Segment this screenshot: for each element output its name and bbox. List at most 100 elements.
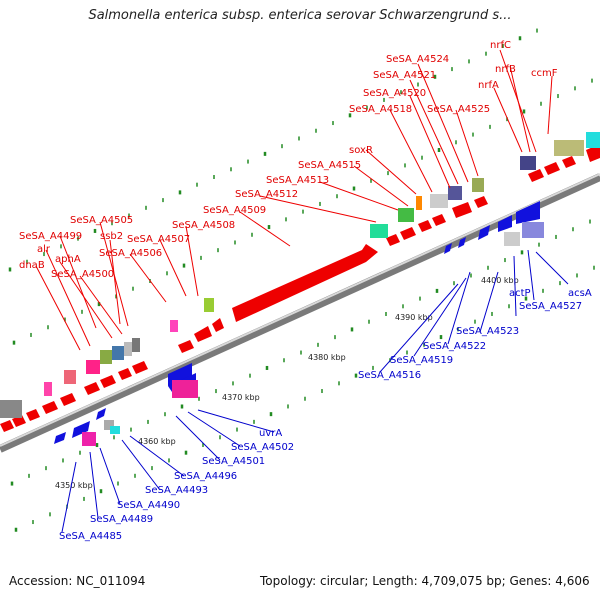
gene-arrow: [444, 243, 452, 254]
gene-arrow: [72, 421, 90, 438]
gene-arrow: [528, 169, 544, 182]
gene-label: SeSA_A4489: [90, 514, 153, 525]
gene-label: SeSA_A4501: [202, 456, 265, 467]
scale-ticks: [8, 28, 595, 532]
gene-label: SeSA_A4499: [19, 231, 82, 242]
gene-label: SeSA_A4519: [390, 355, 453, 366]
feature-box: [44, 382, 52, 396]
gene-label: SeSA_A4500: [51, 269, 114, 280]
feature-box: [370, 224, 388, 238]
feature-box: [132, 338, 140, 352]
feature-box: [82, 432, 96, 446]
gene-label: SeSA_A4496: [174, 471, 237, 482]
feature-box: [124, 342, 132, 356]
gene-arrow: [544, 162, 560, 175]
gene-arrow: [400, 227, 416, 240]
gene-label: SeSA_A4490: [117, 500, 180, 511]
gene-label: SeSA_A4512: [235, 189, 298, 200]
feature-box: [398, 208, 414, 222]
scale-label-4400: 4400 kbp: [481, 276, 519, 285]
feature-box: [204, 298, 214, 312]
gene-label: SeSA_A4505: [70, 215, 133, 226]
gene-arrow: [194, 326, 212, 342]
gene-label: SeSA_A4520: [363, 88, 426, 99]
feature-box: [448, 186, 462, 200]
gene-arrow: [60, 393, 76, 406]
scale-labels: 4350 kbp 4360 kbp 4370 kbp 4380 kbp 4390…: [55, 276, 519, 490]
gene-arrow: [96, 408, 106, 420]
gene-arrow: [498, 215, 512, 232]
reverse-labels: acsA SeSA_A4527 actP SeSA_A4523 SeSA_A45…: [59, 288, 592, 542]
feature-box: [110, 426, 120, 434]
feature-box: [100, 350, 112, 364]
gene-label: acsA: [568, 288, 592, 299]
gene-label: SeSA_A4507: [127, 234, 190, 245]
feature-box: [86, 360, 100, 374]
feature-box: [520, 156, 536, 170]
gene-arrow: [54, 432, 66, 444]
gene-label: SeSA_A4521: [373, 70, 436, 81]
scale-label-4390: 4390 kbp: [395, 313, 433, 322]
gene-arrow: [418, 220, 432, 232]
gene-arrow: [26, 409, 40, 421]
gene-label: actP: [509, 288, 531, 299]
gene-arrow: [474, 196, 488, 208]
gene-label: soxR: [349, 145, 373, 156]
map-title: Salmonella enterica subsp. enterica sero…: [88, 8, 512, 23]
gene-label: SeSA_A4523: [456, 326, 519, 337]
feature-box: [172, 380, 198, 398]
gene-label: SeSA_A4524: [386, 54, 449, 65]
gene-arrow: [84, 382, 100, 395]
gene-label: SeSA_A4493: [145, 485, 208, 496]
gene-label: uvrA: [259, 428, 282, 439]
feature-box: [504, 232, 520, 246]
gene-label: SeSA_A4509: [203, 205, 266, 216]
forward-feature-boxes[interactable]: [0, 132, 600, 418]
gene-label: SeSA_A4527: [519, 301, 582, 312]
gene-arrow: [386, 234, 400, 246]
gene-arrow: [562, 156, 576, 168]
feature-box: [554, 140, 584, 156]
gene-arrow: [458, 237, 466, 248]
gene-label: SeSA_A4518: [349, 104, 412, 115]
feature-box: [64, 370, 76, 384]
gene-arrow: [100, 375, 116, 388]
gene-label: ssb2: [100, 231, 123, 242]
forward-strand-genes[interactable]: [0, 144, 600, 432]
feature-box: [104, 420, 114, 430]
gene-label: nrfA: [478, 80, 499, 91]
gene-label: nrfC: [490, 40, 511, 51]
summary-text: Topology: circular; Length: 4,709,075 bp…: [260, 574, 590, 588]
gene-label: SeSA_A4516: [358, 370, 421, 381]
gene-arrow: [132, 361, 148, 374]
scale-label-4350: 4350 kbp: [55, 481, 93, 490]
gene-label: SeSA_A4502: [231, 442, 294, 453]
feature-box: [430, 194, 448, 208]
gene-label: SeSA_A4485: [59, 531, 122, 542]
gene-label: aphA: [55, 254, 81, 265]
accession-text: Accession: NC_011094: [9, 574, 146, 588]
gene-label: SeSA_A4506: [99, 248, 162, 259]
gene-arrow: [516, 201, 540, 224]
gene-arrow: [178, 340, 194, 353]
reverse-leaders: [61, 249, 569, 533]
feature-box: [112, 346, 124, 360]
feature-box: [170, 320, 178, 332]
gene-arrow: [478, 225, 490, 240]
gene-label: SeSA_A4513: [266, 175, 329, 186]
gene-arrow: [0, 420, 14, 432]
gene-arrow: [452, 202, 472, 218]
gene-label: nrfB: [495, 64, 516, 75]
feature-box: [416, 196, 422, 210]
reverse-feature-boxes[interactable]: [82, 222, 544, 446]
gene-arrow: [42, 401, 58, 414]
gene-arrow: [118, 368, 132, 380]
long-gene-arrow: [232, 244, 378, 322]
gene-arrow: [586, 144, 600, 162]
scale-label-4380: 4380 kbp: [308, 353, 346, 362]
forward-leaders: [35, 49, 553, 351]
gene-arrow: [212, 318, 224, 332]
gene-label: ccmF: [531, 68, 558, 79]
scale-label-4370: 4370 kbp: [222, 393, 260, 402]
